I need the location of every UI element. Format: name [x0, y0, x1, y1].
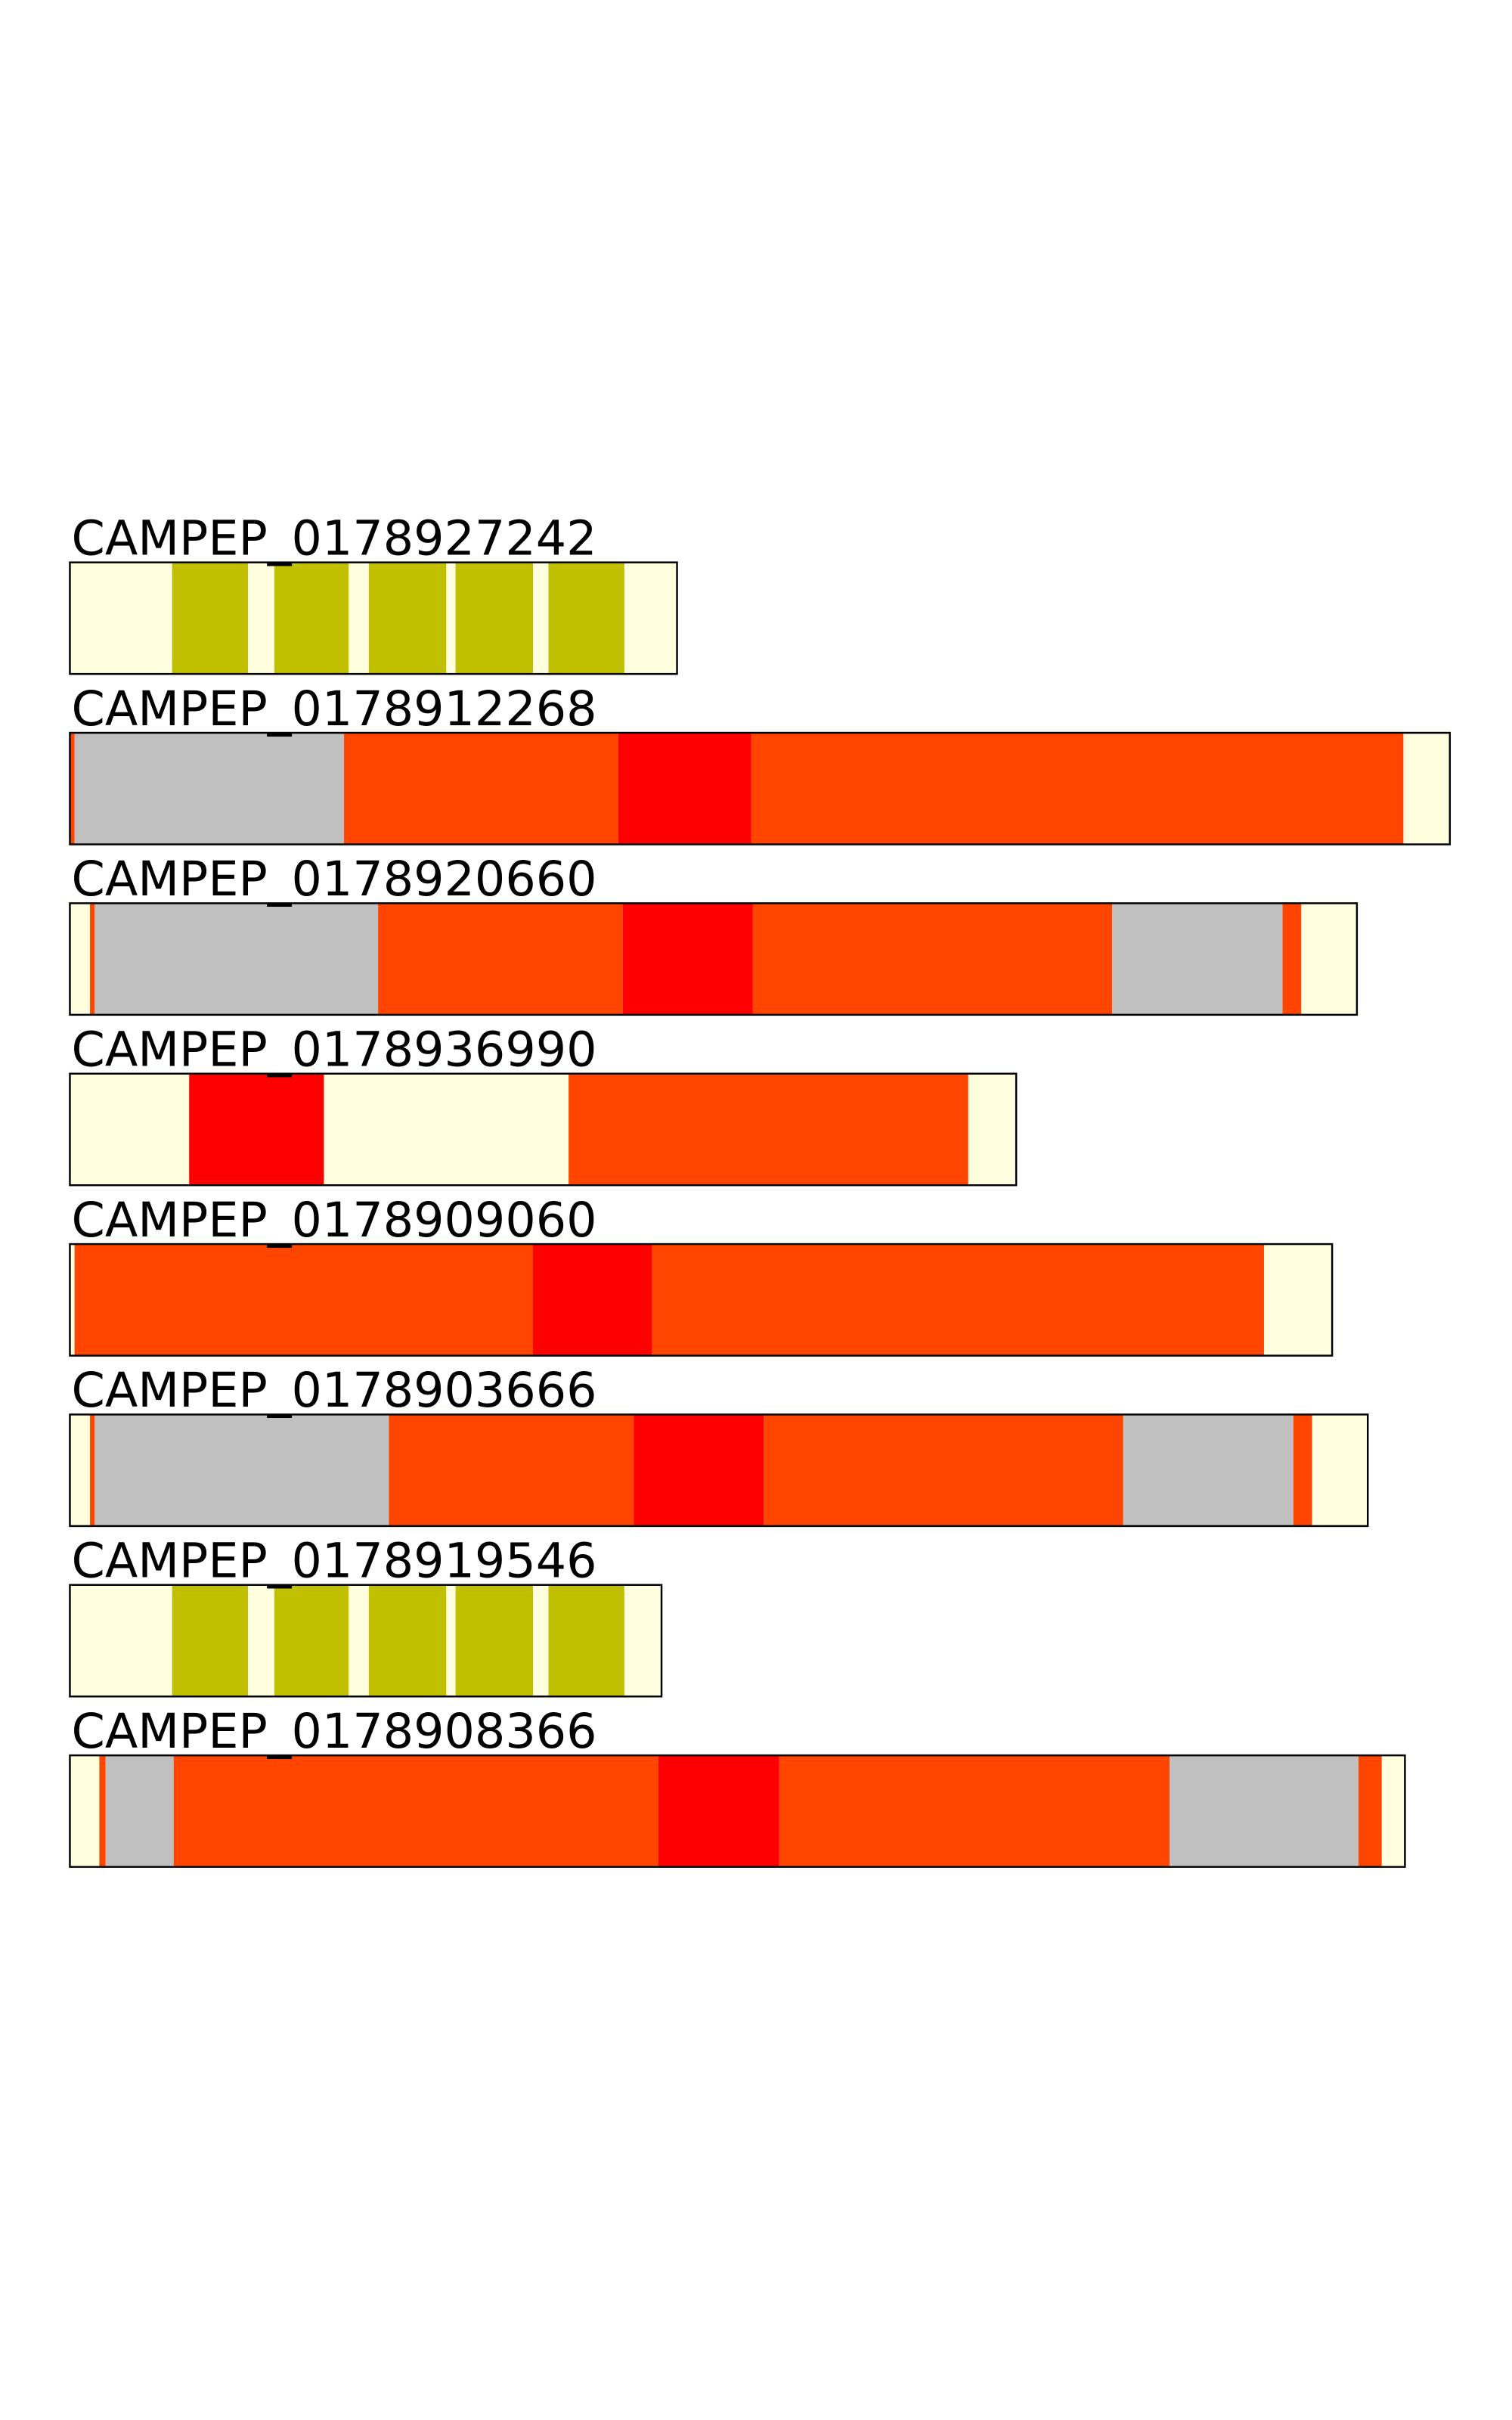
domain-block [455, 1584, 533, 1697]
domain-block [779, 1755, 1170, 1867]
domain-block [74, 733, 345, 845]
domain-block [94, 903, 379, 1015]
domain-block [752, 903, 1113, 1015]
domain-block [274, 562, 349, 675]
domain-block [105, 1755, 174, 1867]
domain-block [94, 1414, 389, 1526]
domain-block [274, 1584, 349, 1697]
domain-block [368, 1584, 447, 1697]
domain-block [90, 903, 95, 1015]
track-border [69, 1413, 1369, 1528]
domain-block [532, 1244, 652, 1356]
track-label: CAMPEP_0178909060 [71, 1192, 596, 1248]
domain-block [1293, 1414, 1312, 1526]
track-border [69, 1243, 1334, 1357]
domain-block [618, 733, 751, 845]
domain-block [658, 1755, 779, 1867]
track-label: CAMPEP_0178919546 [71, 1533, 596, 1589]
track-label: CAMPEP_0178936990 [71, 1021, 596, 1077]
domain-block [751, 733, 1404, 845]
domain-block [1358, 1755, 1382, 1867]
domain-block [172, 562, 249, 675]
track-label: CAMPEP_0178912268 [71, 681, 596, 737]
track-border [69, 1072, 1018, 1187]
domain-block [1282, 903, 1302, 1015]
track-label: CAMPEP_0178908366 [71, 1703, 596, 1759]
track-border [69, 731, 1452, 845]
domain-block [344, 733, 618, 845]
domain-block [189, 1073, 324, 1186]
domain-block [548, 562, 624, 675]
domain-block [569, 1073, 968, 1186]
domain-block [634, 1414, 764, 1526]
track-label: CAMPEP_0178903666 [71, 1362, 596, 1418]
domain-block [389, 1414, 634, 1526]
track-label: CAMPEP_0178927242 [71, 510, 596, 566]
domain-block [764, 1414, 1123, 1526]
track-border [69, 561, 678, 675]
domain-block [652, 1244, 1264, 1356]
domain-block [548, 1584, 624, 1697]
domain-block [1123, 1414, 1294, 1526]
domain-block [172, 1584, 249, 1697]
domain-block [70, 733, 75, 845]
domain-block [368, 562, 447, 675]
track-border [69, 1754, 1406, 1868]
domain-block [1169, 1755, 1359, 1867]
domain-block [622, 903, 753, 1015]
domain-block [99, 1755, 106, 1867]
track-border [69, 1584, 663, 1698]
domain-block [1112, 903, 1283, 1015]
domain-block [455, 562, 533, 675]
domain-block [74, 1244, 533, 1356]
track-label: CAMPEP_0178920660 [71, 851, 596, 907]
domain-block [173, 1755, 658, 1867]
domain-block [378, 903, 623, 1015]
domain-block [90, 1414, 95, 1526]
track-border [69, 902, 1359, 1016]
